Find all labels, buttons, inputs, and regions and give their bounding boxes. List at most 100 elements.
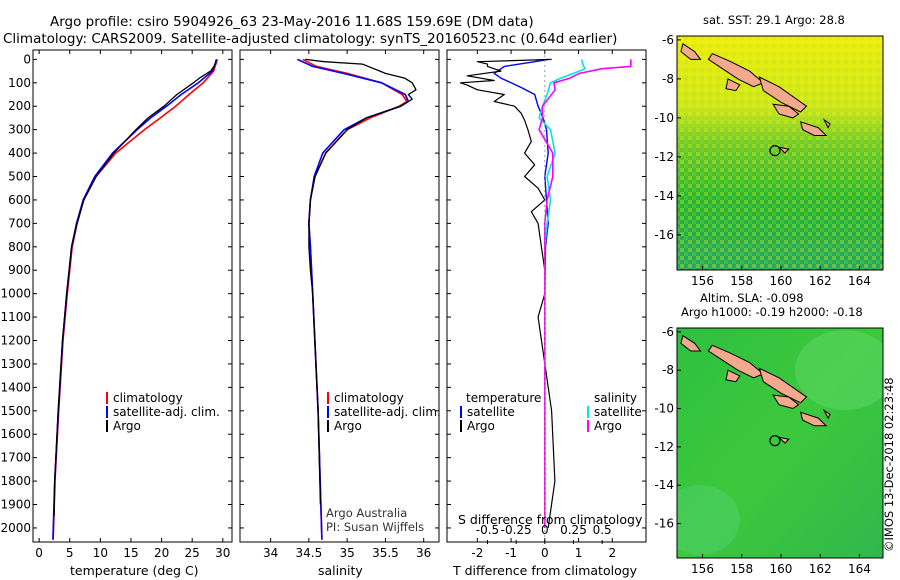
island [758, 76, 808, 113]
x-tick-label: -2 [471, 546, 483, 560]
map-x-tick-label: 158 [730, 562, 753, 576]
temperature-profiles [52, 59, 219, 540]
salinity-panel-frame [239, 49, 440, 543]
s-difference-axis-label: S difference from climatology [458, 512, 643, 527]
depth-tick-label: 1800 [0, 474, 31, 488]
x-tick-label: 2 [608, 546, 616, 560]
island [725, 78, 741, 92]
series-line-s-argo [538, 59, 632, 528]
island [777, 146, 790, 154]
legend-argo-label: Argo [113, 419, 141, 433]
island [707, 52, 765, 88]
sst-map: sat. SST: 29.1 Argo: 28.8 156 158 160 162 16… [654, 13, 884, 288]
legend-satellite-label: satellite-adj. clim. [113, 405, 220, 419]
depth-tick-label: 800 [8, 240, 31, 254]
depth-tick-label: 0 [23, 52, 31, 66]
legend-t-argo-label: Argo [467, 419, 495, 433]
map-x-tick-label: 160 [770, 274, 793, 288]
x-tick-label: -0.25 [501, 523, 532, 537]
island [799, 411, 828, 427]
sst-noise [677, 36, 883, 270]
map-y-tick-label: -6 [662, 325, 674, 339]
x-tick-label: 5 [66, 546, 74, 560]
x-tick-label: 34.5 [296, 546, 323, 560]
x-tick-label: 34 [263, 546, 278, 560]
x-tick-label: 1 [575, 546, 583, 560]
legend-s-satellite-label: satellite [594, 405, 642, 419]
temperature-x-ticks: 0 5 10 15 20 25 30 [35, 50, 230, 560]
depth-tick-label: 100 [8, 76, 31, 90]
legend-satellite-label: satellite-adj. clim. [334, 405, 441, 419]
x-tick-label: 30 [215, 546, 230, 560]
temperature-panel-frame [32, 49, 233, 543]
difference-panel: -2 -1 0 1 2 -0.5 -0.25 0 0.25 0.5 S difference f… [446, 49, 647, 578]
sla-map-subtitle: Argo h1000: -0.19 h2000: -0.18 [681, 305, 863, 319]
credit-line1: Argo Australia [326, 506, 407, 520]
sla-field [677, 328, 883, 558]
map-y-tick-label: -12 [654, 150, 674, 164]
map-x-tick-label: 156 [691, 274, 714, 288]
salinity-legend: climatology satellite-adj. clim. Argo [327, 391, 441, 433]
island [680, 334, 702, 352]
sst-map-title: sat. SST: 29.1 Argo: 28.8 [703, 13, 845, 27]
depth-tick-label: 1900 [0, 498, 31, 512]
depth-axis-labels: 0 100 200 300 400 500 600 700 800 900 1000 1100 1200… [0, 52, 646, 535]
sla-map: Altim. SLA: -0.098 Argo h1000: -0.19 h20… [654, 291, 884, 576]
sla-anomaly-high [795, 330, 883, 410]
x-tick-label: 20 [154, 546, 169, 560]
island [772, 394, 800, 410]
sla-map-frame [676, 327, 884, 559]
legend-s-argo-label: Argo [594, 419, 622, 433]
island [707, 344, 765, 379]
x-tick-label: 15 [123, 546, 138, 560]
s-difference-x-ticks: -0.5 -0.25 0 0.25 0.5 [476, 523, 612, 544]
legend-salinity-title: salinity [594, 391, 637, 405]
salinity-axis-label: salinity [318, 563, 363, 578]
depth-tick-label: 1000 [0, 287, 31, 301]
legend-temperature-title: temperature [466, 391, 541, 405]
salinity-x-ticks: 34 34.5 35 35.5 36 [263, 50, 431, 560]
sla-map-ticks: 156 158 160 162 164 -6 -8 -10 -12 -14 -16 [654, 325, 871, 576]
depth-tick-label: 2000 [0, 521, 31, 535]
map-x-tick-label: 162 [809, 562, 832, 576]
legend-argo-label: Argo [334, 419, 362, 433]
map-y-tick-label: -12 [654, 440, 674, 454]
depth-tick-label: 1300 [0, 357, 31, 371]
map-y-tick-label: -8 [662, 72, 674, 86]
depth-tick-label: 700 [8, 216, 31, 230]
series-line-satellite-adj-clim- [297, 58, 410, 540]
depth-tick-label: 1400 [0, 380, 31, 394]
difference-panel-frame [446, 49, 647, 543]
x-tick-label: 10 [93, 546, 108, 560]
island [777, 436, 790, 444]
sla-anomaly-high [677, 485, 740, 555]
difference-profiles [459, 50, 632, 542]
salinity-profiles [297, 58, 417, 540]
temperature-panel: 0100200300400500600700800900100011001200… [0, 49, 646, 578]
depth-tick-label: 1500 [0, 404, 31, 418]
x-tick-label: 0.25 [560, 523, 587, 537]
map-x-tick-label: 164 [848, 274, 871, 288]
island [822, 408, 831, 420]
island [725, 369, 741, 383]
imos-watermark: ©IMOS 13-Dec-2018 02:23:48 [882, 377, 896, 552]
temperature-legend: climatology satellite-adj. clim. Argo [106, 391, 220, 433]
difference-legend-temperature: temperature satellite Argo [460, 391, 541, 433]
islands [680, 334, 831, 447]
depth-tick-label: 400 [8, 146, 31, 160]
argo-location-marker [769, 145, 781, 157]
island [680, 42, 702, 60]
depth-tick-label: 200 [8, 99, 31, 113]
map-y-tick-label: -6 [662, 33, 674, 47]
island [758, 367, 808, 404]
x-tick-label: 0.5 [593, 523, 612, 537]
x-tick-label: 0 [35, 546, 43, 560]
x-tick-label: 0 [541, 546, 549, 560]
map-y-tick-label: -10 [654, 402, 674, 416]
depth-tick-label: 300 [8, 123, 31, 137]
x-tick-label: -0.5 [476, 523, 499, 537]
map-y-tick-label: -16 [654, 517, 674, 531]
series-line-argo [53, 59, 217, 517]
series-line-t-satellite [493, 58, 549, 528]
